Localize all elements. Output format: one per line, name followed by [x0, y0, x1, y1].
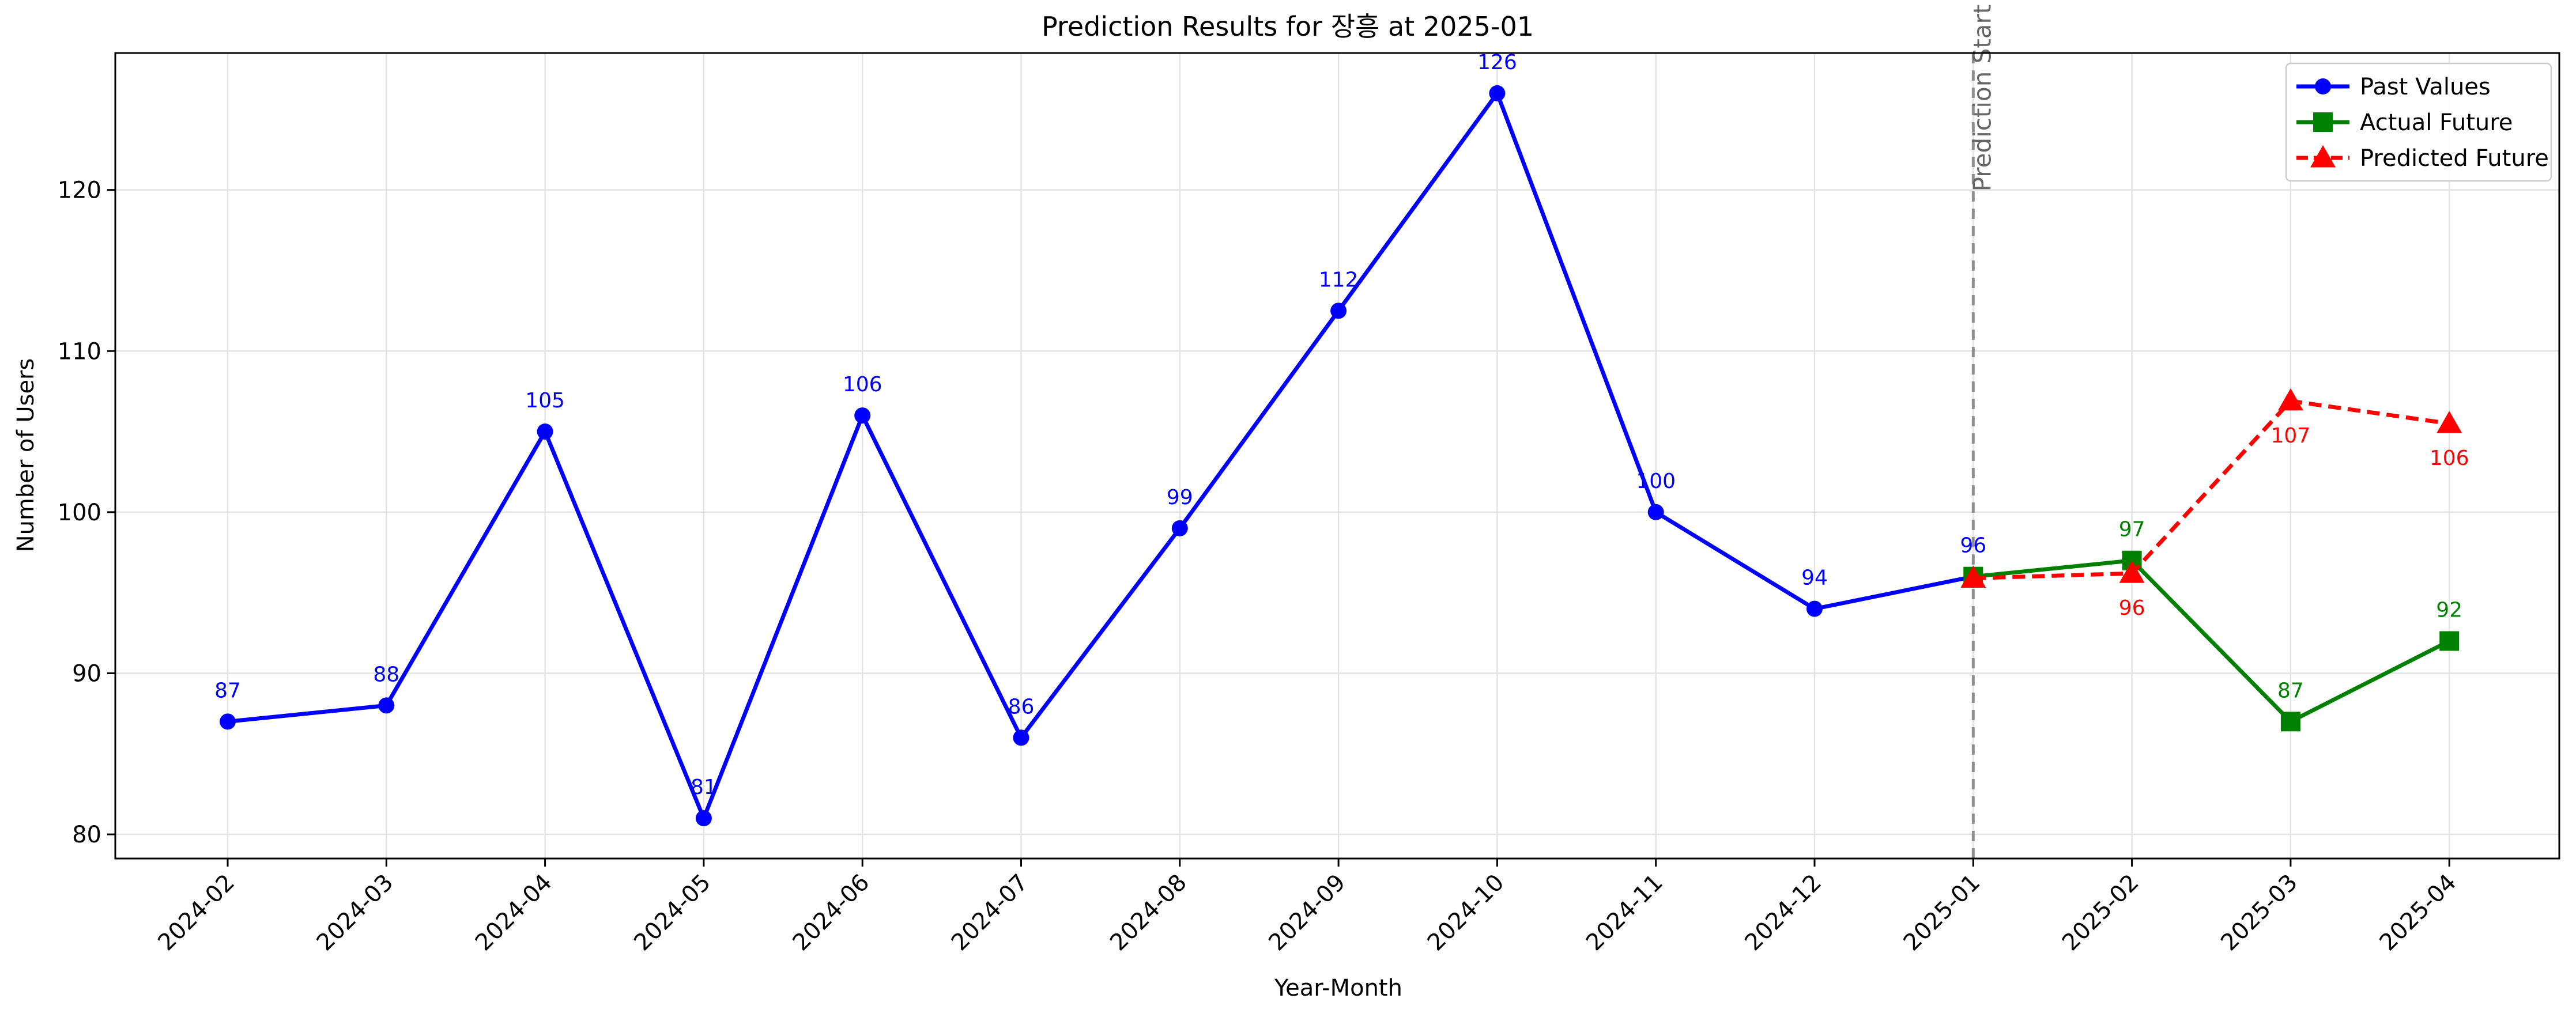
legend-marker-actual-future	[2313, 112, 2333, 132]
past-values-point	[1013, 729, 1029, 746]
annotation-layer: Prediction Start	[1968, 5, 1996, 859]
predicted-future-point	[2277, 388, 2303, 411]
past-values-data-label: 86	[1008, 695, 1035, 719]
y-tick-label: 80	[72, 822, 101, 848]
actual-future-point	[2439, 631, 2460, 651]
y-tick-label: 120	[58, 177, 101, 204]
past-values-data-label: 126	[1477, 51, 1517, 74]
x-tick-label: 2024-10	[1423, 869, 1510, 956]
past-values-data-label: 100	[1636, 470, 1676, 493]
past-values-data-label: 87	[214, 679, 241, 702]
y-tick-label: 90	[72, 660, 101, 687]
predicted-future-data-label: 107	[2271, 424, 2311, 448]
past-values-point	[1489, 85, 1506, 101]
x-tick-label: 2024-03	[312, 869, 399, 956]
predicted-future-point	[1960, 565, 1986, 588]
y-tick-label: 100	[58, 500, 101, 526]
grid-layer	[115, 53, 2559, 859]
actual-future-data-label: 87	[2277, 679, 2304, 702]
past-values-point	[1647, 504, 1664, 520]
actual-future-data-label: 92	[2436, 599, 2462, 622]
data-label-layer: 87 88 105 81 106 86 99 112 126 100 94 96 97 87 92 96 107…	[214, 51, 2469, 799]
plot-frame	[114, 52, 2560, 860]
predicted-future-line	[1973, 399, 2450, 580]
past-values-point	[1806, 600, 1823, 617]
x-tick-label: 2024-02	[153, 869, 240, 956]
past-values-data-label: 106	[843, 373, 882, 396]
past-values-data-label: 105	[525, 389, 565, 413]
x-tick-label: 2024-08	[1105, 869, 1192, 956]
past-values-point	[1330, 302, 1347, 319]
past-values-line	[227, 91, 1974, 820]
past-values-point	[537, 423, 553, 440]
legend-label-predicted-future: Predicted Future	[2360, 145, 2549, 172]
past-values-data-label: 96	[1960, 534, 1986, 558]
past-values-data-label: 99	[1167, 486, 1193, 509]
legend-marker-past-values	[2315, 78, 2331, 94]
past-values-point	[220, 713, 236, 730]
actual-future-point	[2280, 712, 2300, 732]
legend-marker-predicted-future	[2310, 145, 2336, 168]
x-tick-label: 2024-07	[946, 869, 1034, 956]
x-tick-label: 2024-11	[1581, 869, 1668, 956]
chart-title: Prediction Results for 장흥 at 2025-01	[1042, 11, 1534, 42]
legend-box	[2285, 62, 2552, 182]
legend: Past Values Actual Future Predicted Future	[2285, 62, 2552, 182]
x-tick-label: 2024-05	[629, 869, 716, 956]
past-values-data-label: 94	[1801, 566, 1828, 590]
prediction-start-label: Prediction Start	[1968, 5, 1996, 192]
x-tick-label: 2024-04	[470, 869, 557, 956]
past-values-point	[854, 407, 871, 424]
actual-future-line	[1972, 558, 2450, 724]
x-tick-label: 2024-12	[1740, 869, 1827, 956]
predicted-future-data-label: 96	[2119, 596, 2145, 620]
x-axis-title: Year-Month	[1274, 975, 1402, 1001]
predicted-future-data-label: 106	[2430, 447, 2469, 470]
past-values-point	[1171, 520, 1188, 536]
legend-label-actual-future: Actual Future	[2360, 109, 2513, 136]
predicted-future-point	[2437, 411, 2462, 433]
legend-label-past-values: Past Values	[2360, 74, 2491, 100]
predicted-future-point	[2119, 561, 2145, 583]
actual-future-data-label: 97	[2119, 518, 2145, 542]
past-values-point	[695, 810, 712, 827]
x-tick-label: 2025-04	[2375, 869, 2462, 956]
y-axis-title: Number of Users	[13, 358, 39, 553]
past-values-data-label: 88	[373, 663, 399, 686]
x-tick-label: 2025-03	[2216, 869, 2303, 956]
axes-layer: 80 90 100 110 120 2024-02 2024-03 2024-04 2024-0…	[58, 52, 2560, 956]
x-tick-label: 2025-01	[1899, 869, 1986, 956]
past-values-point	[378, 697, 395, 714]
y-tick-label: 110	[58, 338, 101, 365]
past-values-data-label: 112	[1319, 268, 1359, 292]
x-tick-label: 2024-06	[788, 869, 875, 956]
x-tick-label: 2024-09	[1264, 869, 1351, 956]
x-tick-label: 2025-02	[2057, 869, 2144, 956]
series-layer	[220, 85, 2462, 827]
past-values-data-label: 81	[691, 776, 717, 799]
